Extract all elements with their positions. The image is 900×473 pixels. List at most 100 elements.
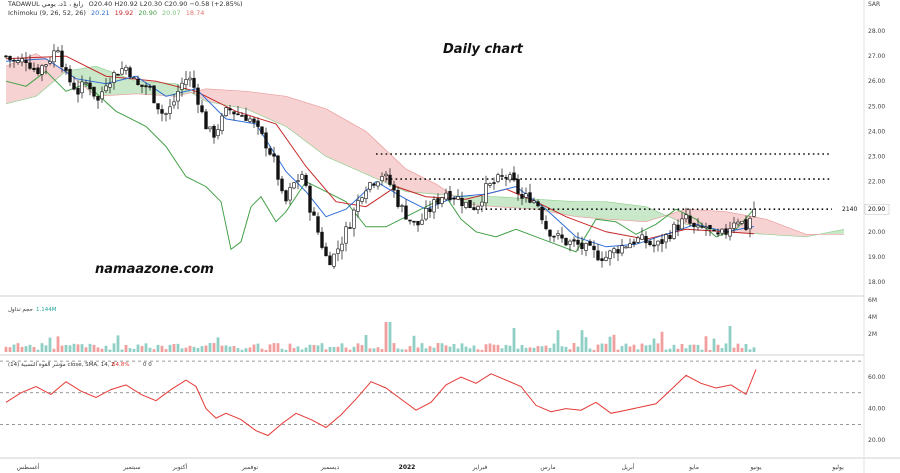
kumo-slice — [242, 91, 244, 109]
candle-body — [472, 207, 476, 210]
kumo-slice — [98, 66, 100, 97]
kumo-slice — [170, 83, 172, 97]
kumo-slice — [782, 225, 784, 236]
kumo-slice — [324, 108, 326, 157]
kumo-slice — [370, 135, 372, 177]
candle-body — [236, 113, 240, 116]
candle-body — [216, 129, 220, 137]
volume-bar — [152, 349, 156, 352]
candle-body — [212, 126, 216, 138]
kumo-slice — [272, 94, 274, 122]
kumo-slice — [596, 201, 598, 219]
kumo-slice — [276, 95, 278, 123]
ohlc-values: O20.40 H20.92 L20.30 C20.90 −0.58 (+2.85… — [88, 0, 243, 8]
volume-bar — [352, 346, 356, 352]
kumo-slice — [766, 219, 768, 235]
candle-body — [352, 209, 356, 229]
kumo-slice — [488, 196, 490, 207]
kumo-slice — [36, 53, 38, 97]
volume-bar — [688, 344, 692, 352]
volume-bar — [256, 343, 260, 352]
kumo-slice — [312, 104, 314, 148]
kumo-slice — [548, 199, 550, 212]
volume-bar — [128, 348, 132, 352]
candle-body — [428, 208, 432, 212]
kumo-slice — [764, 218, 766, 235]
kumo-slice — [358, 126, 360, 172]
kumo-slice — [256, 92, 258, 115]
volume-bar — [508, 345, 512, 352]
candle-body — [224, 107, 228, 117]
volume-bar — [160, 345, 164, 352]
volume-bar — [388, 322, 392, 352]
volume-bar — [356, 343, 360, 352]
volume-bar — [636, 349, 640, 352]
candle-body — [232, 111, 236, 115]
volume-bar — [644, 345, 648, 352]
volume-bar — [308, 344, 312, 352]
volume-bar — [248, 347, 252, 352]
kumo-slice — [660, 212, 662, 218]
kumo-slice — [18, 60, 20, 101]
kumo-slice — [96, 66, 98, 97]
kumo-slice — [608, 201, 610, 220]
candle-body — [716, 232, 720, 235]
kumo-slice — [590, 201, 592, 219]
time-axis-label: مارس — [540, 464, 555, 471]
volume-bar — [240, 349, 244, 352]
kumo-slice — [116, 73, 118, 96]
kumo-slice — [702, 210, 704, 228]
kumo-slice — [802, 232, 804, 237]
volume-bar — [120, 349, 124, 352]
kumo-slice — [774, 222, 776, 235]
kumo-slice — [796, 230, 798, 237]
kumo-slice — [602, 201, 604, 220]
kumo-slice — [502, 197, 504, 208]
kumo-slice — [578, 201, 580, 218]
candle-body — [312, 211, 316, 216]
candle-body — [708, 224, 712, 230]
kumo-slice — [618, 203, 620, 221]
kumo-slice — [298, 100, 300, 137]
kumo-slice — [264, 93, 266, 118]
kumo-slice — [512, 197, 514, 208]
volume-bar — [272, 343, 276, 352]
candle-body — [188, 77, 192, 81]
kumo-slice — [554, 200, 556, 213]
volume-bar — [220, 345, 224, 352]
kumo-slice — [678, 211, 680, 222]
kumo-slice — [418, 175, 420, 193]
candle-body — [544, 221, 548, 230]
kumo-slice — [172, 83, 174, 97]
volume-bar — [4, 346, 8, 352]
candle-body — [20, 58, 24, 63]
kumo-slice — [238, 90, 240, 108]
candle-body — [652, 244, 656, 247]
kumo-slice — [278, 95, 280, 124]
candle-body — [664, 234, 668, 243]
kumo-slice — [230, 90, 232, 107]
candle-body — [180, 82, 184, 90]
kumo-slice — [790, 228, 792, 236]
volume-bar — [280, 348, 284, 352]
candle-body — [628, 243, 632, 249]
ichimoku-label: Ichimoku (9, 26, 52, 26) — [8, 9, 86, 17]
ichimoku-legend[interactable]: Ichimoku (9, 26, 52, 26) 20.21 19.92 20.… — [8, 9, 207, 17]
kumo-slice — [510, 197, 512, 208]
volume-bar — [156, 344, 160, 352]
volume-bar — [12, 344, 16, 352]
kumo-slice — [756, 217, 758, 234]
kumo-slice — [314, 105, 316, 149]
kumo-slice — [640, 205, 642, 222]
volume-bar — [24, 346, 28, 352]
candle-body — [696, 225, 700, 228]
candle-body — [32, 67, 36, 71]
kumo-slice — [632, 204, 634, 221]
volume-bar — [288, 343, 292, 352]
volume-bar — [52, 348, 56, 352]
volume-bar — [100, 348, 104, 352]
candle-body — [576, 239, 580, 245]
candle-body — [516, 178, 520, 194]
kumo-slice — [100, 67, 102, 97]
candle-body — [332, 253, 336, 267]
